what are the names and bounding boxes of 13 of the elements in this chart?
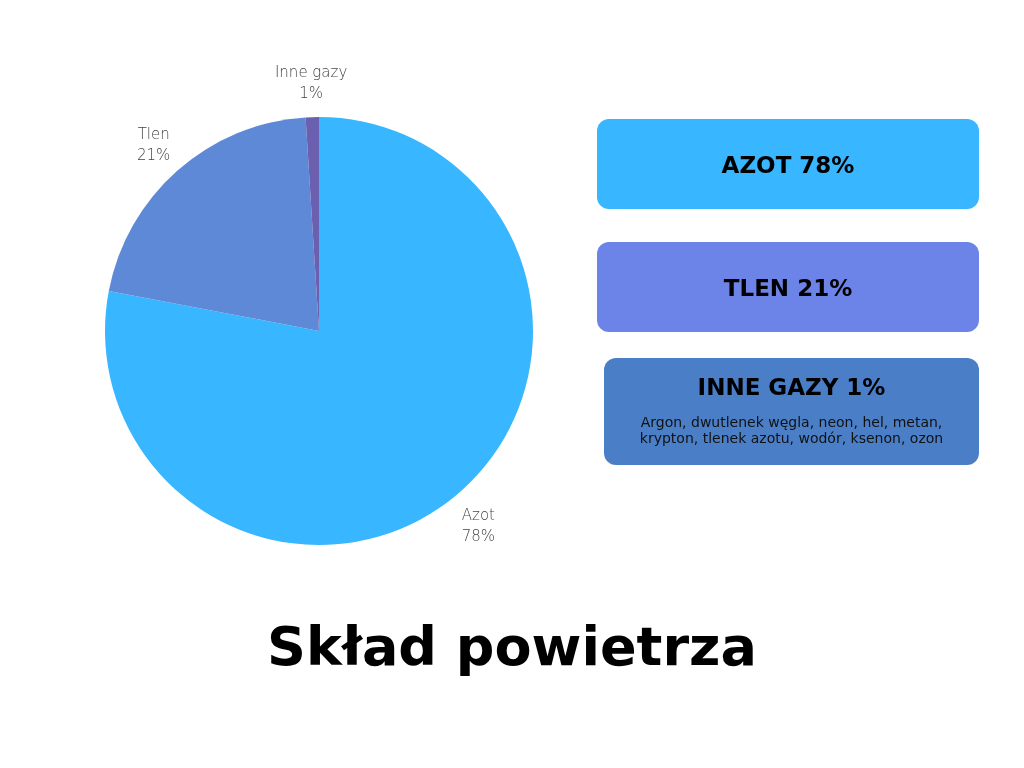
pie-slice (105, 117, 533, 545)
text: Argon, dwutlenek węgla, neon, hel, metan, krypton, tlenek azotu, wodór, ksenon, ozon (639, 414, 944, 446)
text: Skład powietrza (267, 615, 757, 678)
slice-label: Tlen (137, 125, 170, 144)
data-label: 78% (461, 526, 496, 545)
text: TLEN 21% (723, 275, 853, 301)
slice-label: Azot (461, 505, 496, 524)
text: INNE GAZY 1% (697, 374, 886, 400)
pie-slice (108, 117, 319, 331)
text: AZOT 78% (721, 152, 855, 178)
slice-label: Inne gazy (274, 63, 348, 82)
data-label: 1% (299, 84, 324, 103)
data-label: 21% (137, 146, 171, 165)
